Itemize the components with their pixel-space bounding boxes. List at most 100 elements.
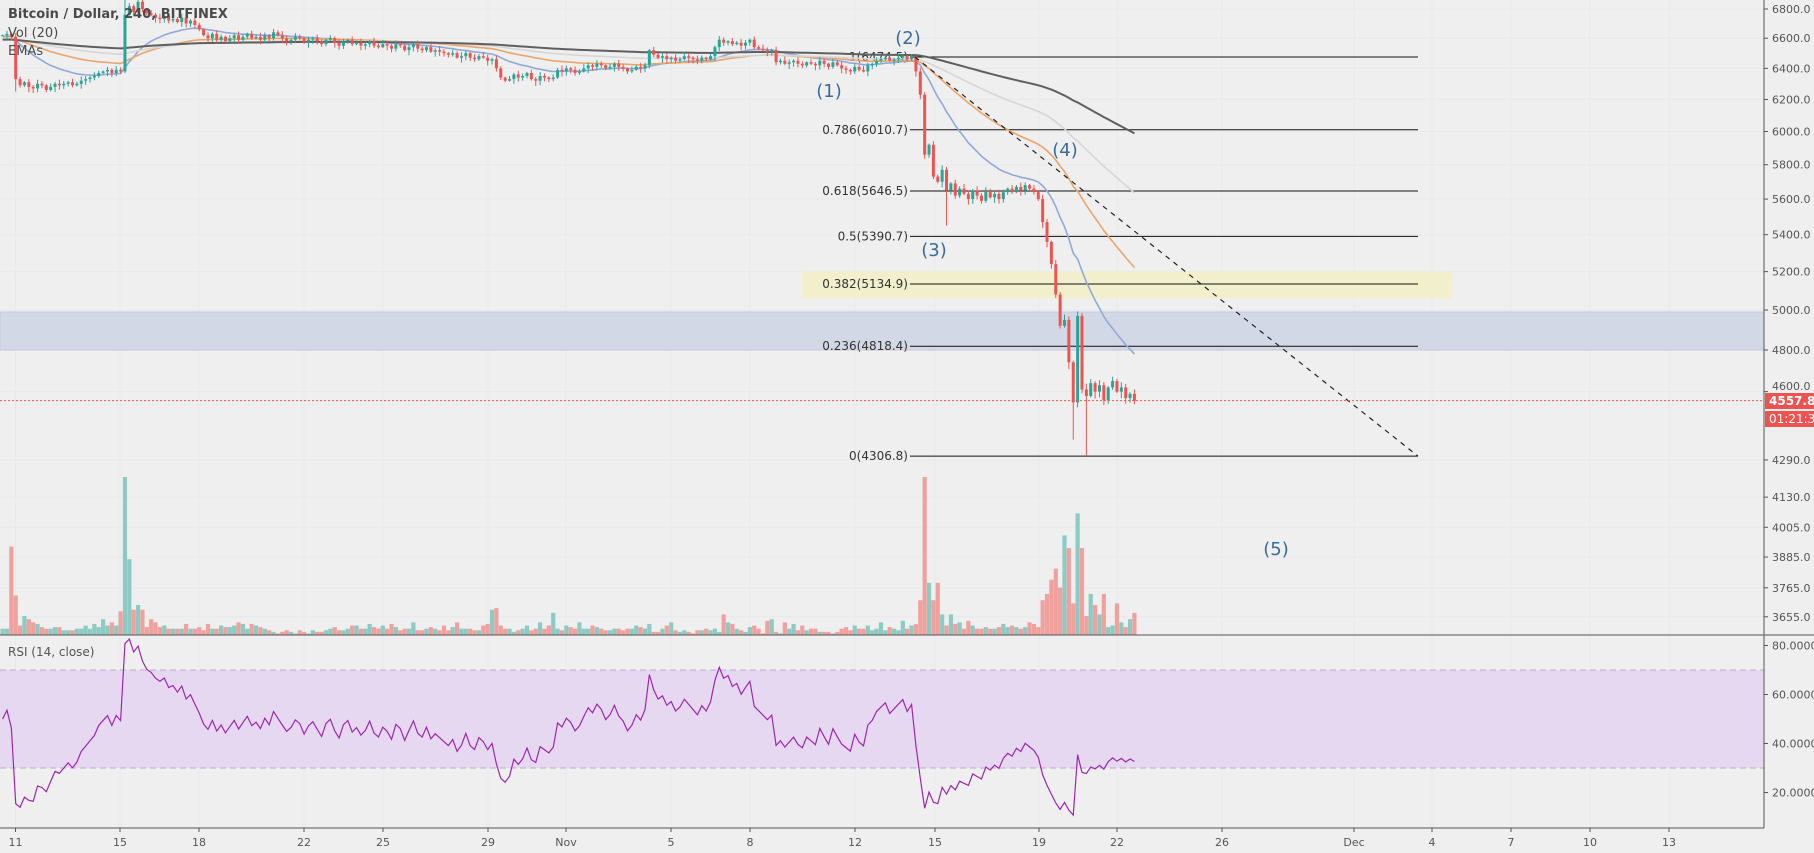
volume-bar — [1005, 627, 1010, 635]
volume-bar — [398, 630, 403, 635]
volume-bar — [830, 633, 835, 635]
candle-body — [958, 188, 962, 196]
candle-body — [669, 57, 673, 60]
volume-bar — [913, 623, 919, 635]
ema-lines — [2, 27, 1136, 355]
volume-legend[interactable]: Vol (20) — [8, 26, 59, 41]
trendline[interactable] — [914, 56, 1419, 457]
volume-bar — [769, 619, 774, 635]
volume-bar — [586, 628, 591, 635]
volume-bar — [175, 628, 180, 635]
candle-body — [560, 69, 564, 72]
candle-body — [674, 57, 678, 61]
candle-body — [953, 183, 957, 196]
time-tick-label: 12 — [848, 836, 862, 849]
price-tick-label: 6800.0 — [1772, 3, 1811, 16]
candle-body — [1080, 315, 1084, 390]
volume-bar — [734, 628, 739, 635]
candle-body — [276, 32, 280, 36]
volume-bar — [983, 627, 988, 635]
volume-bar — [140, 609, 145, 635]
candle-body — [9, 33, 13, 37]
candle-body — [285, 38, 289, 42]
volume-bar — [170, 628, 176, 635]
candle-body — [158, 17, 162, 20]
countdown-badge: 01:21:30 — [1765, 411, 1814, 427]
time-tick-label: 4 — [1429, 836, 1436, 849]
fib-retracement[interactable]: 1(6474.5)0.786(6010.7)0.618(5646.5)0.5(5… — [822, 50, 1418, 463]
volume-bar — [1114, 603, 1120, 635]
time-tick-label: 26 — [1215, 836, 1229, 849]
volume-bar — [205, 623, 211, 635]
volume-bar — [52, 627, 58, 635]
volume-bar — [931, 600, 936, 635]
volume-bar — [603, 630, 608, 635]
volume-bar — [725, 622, 731, 635]
candle-body — [595, 63, 599, 67]
volume-bar — [1106, 627, 1111, 635]
volume-bar — [157, 627, 163, 635]
candle-body — [1071, 362, 1075, 403]
volume-bar — [1123, 627, 1128, 635]
volume-bar — [961, 628, 967, 635]
volume-bar — [0, 628, 5, 635]
wave-label: (5) — [1263, 539, 1289, 560]
candle-body — [901, 56, 905, 58]
volume-bar — [232, 625, 237, 635]
candle-body — [154, 14, 158, 18]
volume-bar — [564, 625, 569, 635]
candle-body — [1097, 385, 1101, 392]
candle-body — [403, 45, 407, 51]
volume-bar — [625, 628, 630, 635]
ema-legend[interactable]: EMAs — [8, 44, 44, 59]
candle-body — [1006, 188, 1010, 193]
volume-bar — [358, 628, 364, 635]
candle-body — [1102, 385, 1106, 401]
candle-body — [328, 38, 332, 40]
volume-bar — [1018, 628, 1023, 635]
volume-bar — [485, 623, 490, 635]
volume-bar — [424, 628, 429, 635]
rsi-legend[interactable]: RSI (14, close) — [8, 645, 95, 659]
time-tick-label: 7 — [1508, 836, 1515, 849]
volume-bar — [607, 630, 613, 635]
candle-body — [634, 66, 638, 70]
candle-body — [149, 13, 153, 15]
candle-body — [783, 60, 787, 64]
volume-bar — [415, 630, 420, 635]
volume-bar — [389, 623, 394, 635]
candle-body — [700, 57, 704, 61]
candle-body — [647, 50, 651, 66]
volume-bar — [350, 625, 355, 635]
volume-bar — [463, 628, 468, 635]
candle-body — [114, 69, 118, 73]
volume-bar — [61, 630, 66, 635]
candle-body — [272, 32, 276, 39]
volume-bar — [948, 614, 953, 635]
volume-bar — [17, 625, 23, 635]
candle-body — [949, 183, 953, 191]
candle-body — [626, 68, 630, 72]
volume-bar — [533, 628, 538, 635]
volume-bar — [747, 627, 752, 635]
candle-body — [486, 57, 490, 61]
candle-body — [44, 85, 48, 91]
volume-bar — [905, 628, 910, 635]
candle-body — [36, 83, 40, 89]
candle-body — [586, 65, 590, 69]
candle-body — [905, 56, 909, 60]
zones — [0, 271, 1765, 351]
fib-0382-zone — [802, 271, 1452, 299]
fib-level-label: 0(4306.8) — [849, 449, 908, 463]
candle-body — [726, 41, 730, 43]
candle-body — [1036, 192, 1040, 200]
candle-body — [993, 193, 997, 198]
volume-bar — [293, 633, 298, 635]
wave-labels[interactable]: (1) (2) (3) (4) (5) — [816, 28, 1289, 560]
symbol-title[interactable]: Bitcoin / Dollar, 240, BITFINEX — [8, 7, 228, 22]
volume-bar — [660, 628, 665, 635]
volume-bar — [839, 628, 844, 635]
candle-body — [599, 63, 603, 66]
